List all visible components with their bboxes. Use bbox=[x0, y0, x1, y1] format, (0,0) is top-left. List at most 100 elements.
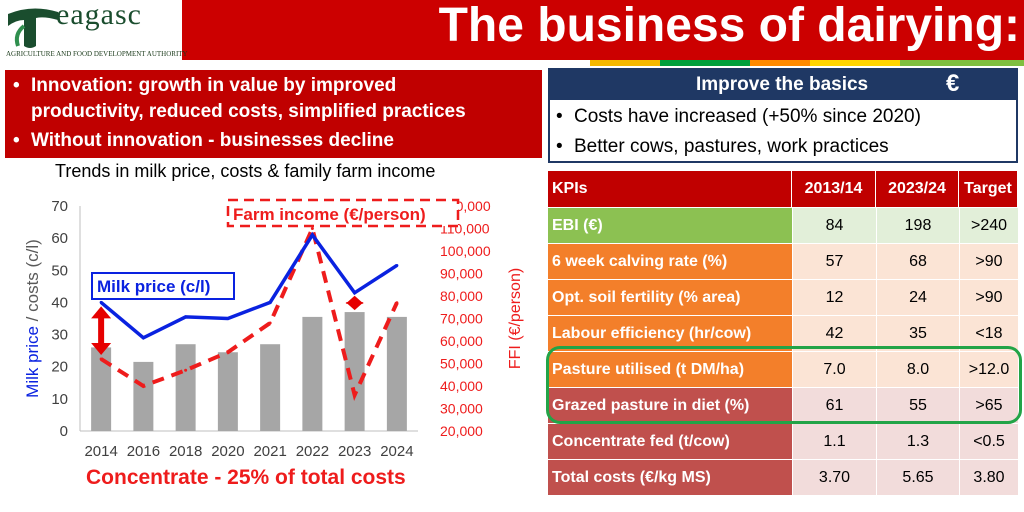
x-tick-label: 2014 bbox=[84, 443, 117, 460]
kpi-row: Concentrate fed (t/cow) 1.1 1.3 <0.5 bbox=[548, 423, 1018, 459]
header-stripe bbox=[660, 60, 750, 66]
farm-income-point bbox=[184, 368, 188, 372]
kpi-header-cell: 2023/24 bbox=[876, 171, 959, 207]
kpi-value-cell: 84 bbox=[792, 207, 876, 243]
kpi-value-cell: 3.70 bbox=[792, 459, 876, 495]
pasture-highlight-outline bbox=[546, 346, 1022, 424]
kpi-label-cell: EBI (€) bbox=[548, 207, 792, 243]
x-tick-label: 2024 bbox=[380, 443, 413, 460]
banner-bullet-text: productivity, reduced costs, simplified … bbox=[31, 101, 466, 122]
kpi-row: Pasture utilised (t DM/ha) 7.0 8.0 >12.0 bbox=[548, 351, 1018, 387]
x-tick-label: 2018 bbox=[169, 443, 202, 460]
chart-title: Trends in milk price, costs & family far… bbox=[55, 161, 436, 181]
kpi-row: Labour efficiency (hr/cow) 42 35 <18 bbox=[548, 315, 1018, 351]
kpi-header-cell: KPIs bbox=[548, 171, 792, 207]
right-tick-label: 90,000 bbox=[440, 266, 483, 282]
margin-arrow-head bbox=[91, 343, 112, 355]
banner-bullet-text: Innovation: growth in value by improved bbox=[31, 75, 397, 96]
kpi-label-cell: Total costs (€/kg MS) bbox=[548, 459, 792, 495]
kpi-label-cell: Grazed pasture in diet (%) bbox=[548, 387, 792, 423]
cost-bar bbox=[344, 312, 365, 431]
kpi-value-cell: 42 bbox=[792, 315, 876, 351]
kpi-row: 6 week calving rate (%) 57 68 >90 bbox=[548, 243, 1018, 279]
milk-price-label-box bbox=[91, 272, 235, 300]
x-tick-label: 2022 bbox=[296, 443, 329, 460]
farm-income-point bbox=[226, 350, 230, 354]
cost-bar bbox=[175, 344, 196, 431]
header-stripe bbox=[750, 60, 810, 66]
kpi-value-cell: >240 bbox=[959, 207, 1018, 243]
x-tick-label: 2016 bbox=[127, 443, 160, 460]
kpi-value-cell: 68 bbox=[876, 243, 959, 279]
farm-income-point bbox=[141, 384, 145, 388]
left-tick-label: 10 bbox=[51, 391, 68, 408]
innovation-banner: • Innovation: growth in value by improved… bbox=[5, 70, 542, 158]
farm-income-point bbox=[99, 357, 103, 361]
kpi-value-cell: 12 bbox=[792, 279, 876, 315]
farm-income-point bbox=[395, 301, 399, 305]
kpi-value-cell: 55 bbox=[876, 387, 959, 423]
kpi-header-row: KPIs 2013/14 2023/24 Target bbox=[548, 171, 1018, 207]
kpi-table: KPIs 2013/14 2023/24 Target EBI (€) 84 198… bbox=[548, 171, 1018, 495]
x-tick-label: 2023 bbox=[338, 443, 371, 460]
kpi-header-cell: Target bbox=[959, 171, 1018, 207]
header-stripe bbox=[810, 60, 900, 66]
kpi-row: Total costs (€/kg MS) 3.70 5.65 3.80 bbox=[548, 459, 1018, 495]
left-axis-title-part: / costs (c/l) bbox=[23, 239, 42, 326]
farm-income-line bbox=[100, 222, 399, 401]
kpi-value-cell: 7.0 bbox=[792, 351, 876, 387]
milk-price-point bbox=[268, 300, 272, 304]
milk-price-line bbox=[100, 231, 398, 340]
right-tick-label: 60,000 bbox=[440, 333, 483, 349]
kpi-value-cell: >90 bbox=[959, 279, 1018, 315]
cost-bar bbox=[386, 316, 407, 431]
banner-bullet-text: Without innovation - businesses decline bbox=[31, 130, 394, 151]
cost-bar bbox=[302, 316, 323, 431]
improve-basics-header: Improve the basics € bbox=[550, 70, 1016, 100]
margin-arrow-head bbox=[91, 306, 112, 319]
farm-income-label-box bbox=[226, 198, 460, 228]
header-stripe bbox=[900, 60, 1024, 66]
cost-bar bbox=[260, 344, 281, 431]
x-tick-label: 2021 bbox=[253, 443, 286, 460]
teagasc-logo-mark-icon bbox=[8, 8, 58, 49]
cost-bar bbox=[217, 352, 238, 431]
right-tick-label: 40,000 bbox=[440, 378, 483, 394]
kpi-value-cell: 8.0 bbox=[876, 351, 959, 387]
left-tick-label: 60 bbox=[51, 230, 68, 247]
x-tick-label: 2020 bbox=[211, 443, 244, 460]
right-tick-label: 30,000 bbox=[440, 401, 483, 417]
kpi-row: EBI (€) 84 198 >240 bbox=[548, 207, 1018, 243]
trends-chart: 0 10 20 30 40 50 60 70 20,000 30,000 40,000 50,000 6… bbox=[23, 198, 524, 460]
euro-icon: € bbox=[946, 70, 960, 97]
left-tick-label: 70 bbox=[51, 198, 68, 215]
right-axis-title: FFI (€/person) bbox=[507, 268, 524, 369]
kpi-value-cell: 1.1 bbox=[792, 423, 876, 459]
milk-price-point bbox=[353, 291, 357, 295]
kpi-value-cell: <0.5 bbox=[959, 423, 1018, 459]
milk-price-point bbox=[141, 336, 145, 340]
farm-income-label: Farm income (€/person) bbox=[233, 205, 426, 224]
kpi-label-cell: 6 week calving rate (%) bbox=[548, 243, 792, 279]
kpi-row: Opt. soil fertility (% area) 12 24 >90 bbox=[548, 279, 1018, 315]
milk-price-point bbox=[184, 315, 188, 319]
cost-bar bbox=[91, 347, 112, 431]
logo-subtitle: AGRICULTURE AND FOOD DEVELOPMENT AUTHORI… bbox=[6, 50, 188, 58]
right-tick-label: 50,000 bbox=[440, 356, 483, 372]
logo-wordmark: eagasc bbox=[56, 0, 142, 31]
left-tick-label: 20 bbox=[51, 359, 68, 376]
kpi-value-cell: >90 bbox=[959, 243, 1018, 279]
right-tick-label: 70,000 bbox=[440, 311, 483, 327]
cost-bar bbox=[133, 361, 154, 431]
kpi-label-cell: Opt. soil fertility (% area) bbox=[548, 279, 792, 315]
improve-basics-box: Improve the basics € • Costs have increas… bbox=[548, 68, 1018, 163]
milk-price-point bbox=[99, 300, 103, 304]
improve-basics-title: Improve the basics bbox=[696, 74, 869, 95]
milk-price-point bbox=[395, 263, 399, 267]
right-tick-label: 20,000 bbox=[440, 423, 483, 439]
right-tick-label: 80,000 bbox=[440, 288, 483, 304]
kpi-label-cell: Labour efficiency (hr/cow) bbox=[548, 315, 792, 351]
kpi-value-cell: 61 bbox=[792, 387, 876, 423]
left-tick-label: 50 bbox=[51, 262, 68, 279]
kpi-row: Grazed pasture in diet (%) 61 55 >65 bbox=[548, 387, 1018, 423]
